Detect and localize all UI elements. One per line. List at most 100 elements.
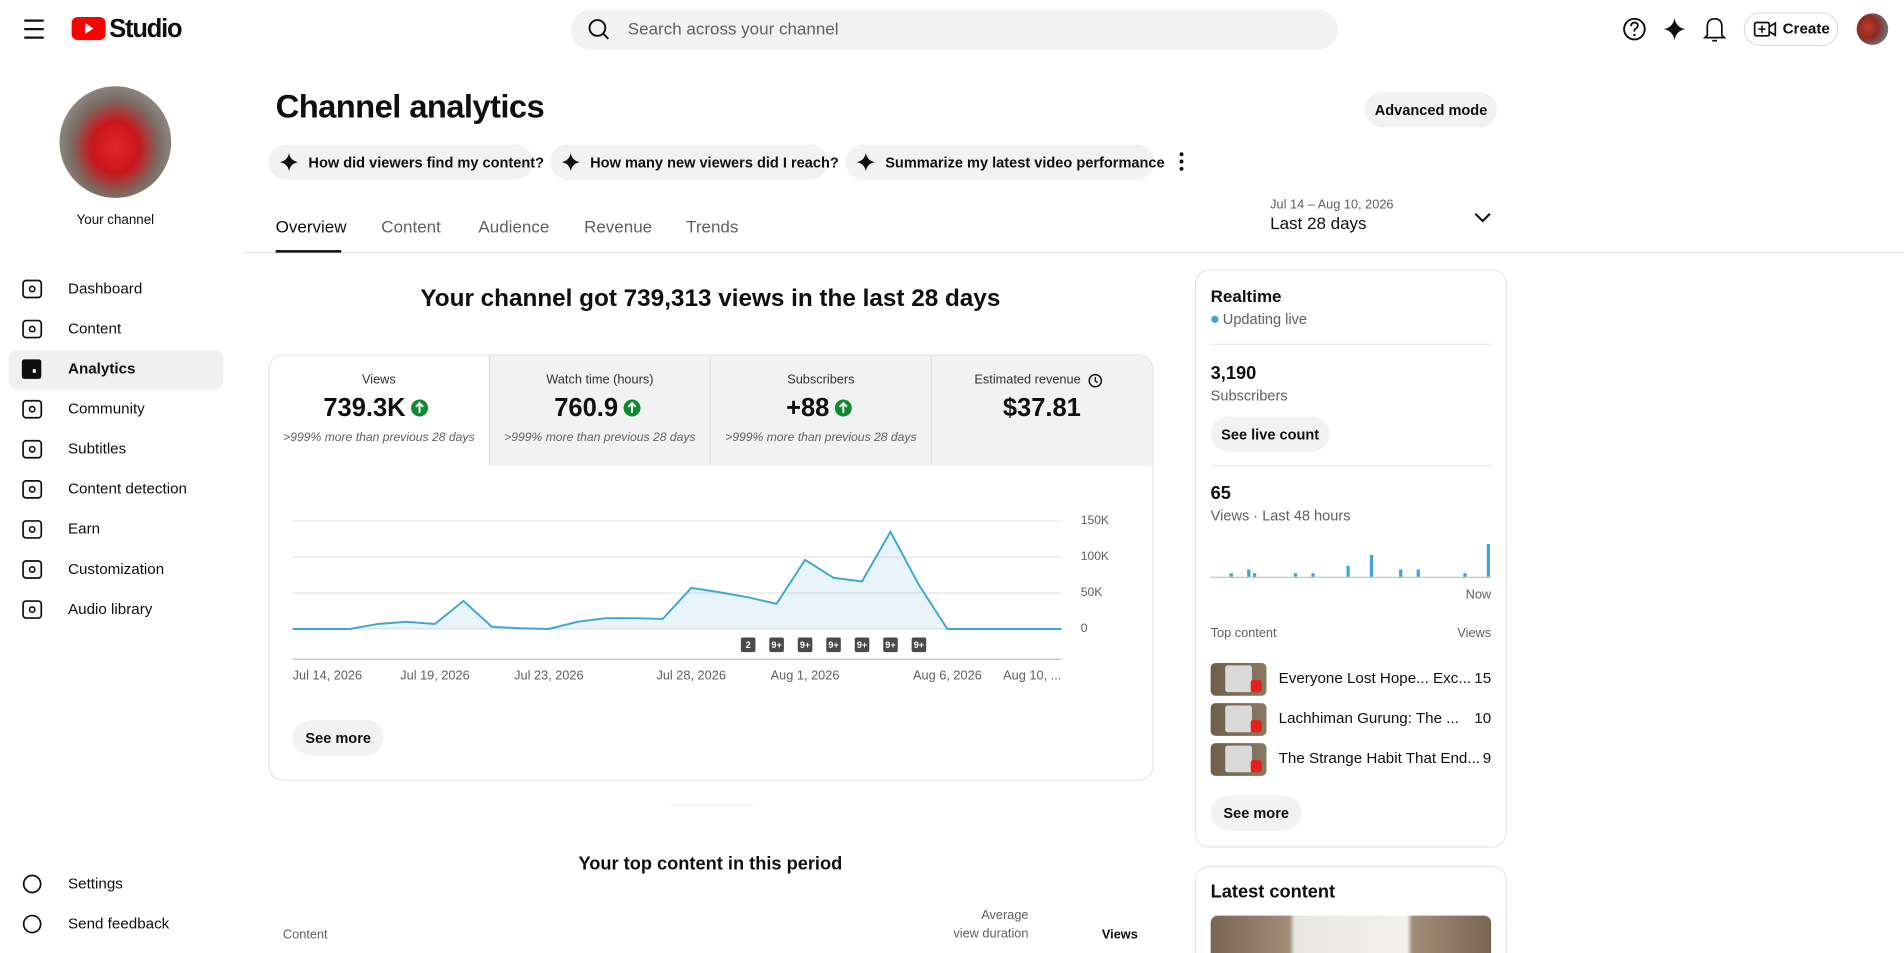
nav-item[interactable]: Content <box>68 319 122 337</box>
nav-icon <box>22 439 43 459</box>
section-title: Your top content in this period <box>578 853 843 875</box>
more-icon <box>1179 152 1184 157</box>
sparkle-icon <box>561 153 580 172</box>
tab[interactable]: Trends <box>686 216 739 237</box>
nav-item[interactable]: Dashboard <box>68 279 143 297</box>
help-icon <box>1630 21 1639 32</box>
x-tick-label: Aug 1, 2026 <box>771 668 840 683</box>
video-marker <box>854 637 870 653</box>
thumbnail-inner <box>1225 665 1252 693</box>
search-icon <box>588 19 607 37</box>
more-icon <box>1179 159 1184 164</box>
info-icon <box>1094 377 1099 384</box>
date-range[interactable]: Jul 14 – Aug 10, 2026 <box>1270 197 1394 213</box>
y-tick-label: 50K <box>1081 585 1103 599</box>
search-placeholder[interactable]: Search across your channel <box>627 18 839 39</box>
see-more-label[interactable]: See more <box>305 728 371 746</box>
video-marker-label: 2 <box>746 640 751 650</box>
button-label[interactable]: See live count <box>1221 425 1320 443</box>
column-header: Content <box>282 927 328 942</box>
bar <box>1399 569 1403 577</box>
y-tick-label: 150K <box>1081 513 1109 527</box>
x-tick-label: Jul 19, 2026 <box>400 668 469 683</box>
tab[interactable]: Revenue <box>584 216 653 237</box>
suggestion-chip[interactable] <box>268 144 534 180</box>
logo-text: Studio <box>109 15 182 43</box>
nav-icon <box>22 600 43 619</box>
tab[interactable]: Audience <box>478 216 550 237</box>
see-live-count-button[interactable] <box>1210 416 1330 452</box>
nav-icon <box>28 566 36 573</box>
thumbnail-inner <box>1225 745 1252 773</box>
advanced-mode-label[interactable]: Advanced mode <box>1374 101 1488 119</box>
suggestion-label[interactable]: How did viewers find my content? <box>308 153 545 171</box>
nav-item[interactable]: Content detection <box>68 480 188 498</box>
period[interactable]: Last 28 days <box>1270 213 1367 233</box>
nav-item[interactable]: Customization <box>68 560 165 578</box>
subscriber-count: 3,190 <box>1210 363 1257 384</box>
metric-label[interactable]: Views <box>361 372 396 387</box>
thumbnail-badge <box>1250 760 1262 773</box>
nav-icon <box>28 606 36 614</box>
channel-avatar[interactable] <box>59 86 172 198</box>
video-marker-label: 9+ <box>914 640 924 650</box>
search-bar[interactable] <box>570 9 1339 50</box>
views-label: Views · Last 48 hours <box>1210 507 1351 525</box>
views-count: 65 <box>1210 483 1231 504</box>
suggestion-label[interactable]: How many new viewers did I reach? <box>590 153 839 171</box>
nav-item[interactable]: Send feedback <box>68 914 170 932</box>
content-title[interactable]: The Strange Habit That End... <box>1278 749 1481 767</box>
metric-value[interactable]: $37.81 <box>1002 393 1081 422</box>
nav-item[interactable]: Earn <box>68 520 101 538</box>
nav-icon <box>22 914 42 934</box>
nav-item[interactable]: Audio library <box>68 600 153 618</box>
metric-value[interactable]: 739.3K <box>323 393 406 422</box>
metric-label[interactable]: Watch time (hours) <box>546 372 654 387</box>
column-header[interactable]: Views <box>1101 927 1138 942</box>
nav-item[interactable]: Community <box>68 400 145 418</box>
tab[interactable]: Content <box>381 216 441 237</box>
page-title: Channel analytics <box>275 88 545 125</box>
live-status: Updating live <box>1222 310 1308 328</box>
see-more-button[interactable] <box>292 720 384 756</box>
content-title[interactable]: Everyone Lost Hope... Exc... <box>1278 669 1472 687</box>
suggestion-chip[interactable] <box>845 144 1155 180</box>
thumbnail-badge <box>1250 720 1262 733</box>
create-button[interactable] <box>1743 12 1839 47</box>
metric-value[interactable]: 760.9 <box>554 393 619 422</box>
metric-label[interactable]: Subscribers <box>787 372 855 387</box>
advanced-mode-button[interactable] <box>1364 92 1498 128</box>
nav-item[interactable]: Settings <box>68 874 123 892</box>
nav-item[interactable]: Subtitles <box>68 440 127 458</box>
account-avatar[interactable] <box>1856 13 1889 45</box>
nav-icon <box>28 325 36 333</box>
bar <box>1311 573 1315 577</box>
metric-value[interactable]: +88 <box>786 393 830 422</box>
nav-item[interactable]: Analytics <box>68 360 136 378</box>
tab[interactable]: Overview <box>275 216 347 237</box>
content-views: 10 <box>1474 709 1492 727</box>
nav-icon <box>22 279 43 299</box>
metric-tabs-bg <box>489 354 1154 467</box>
bar <box>1346 565 1350 577</box>
nav-icon <box>22 319 43 339</box>
see-more-label[interactable]: See more <box>1223 804 1289 822</box>
x-tick-label: Aug 10, ... <box>1003 668 1061 683</box>
content-views: 15 <box>1474 669 1492 687</box>
latest-thumbnail[interactable] <box>1210 915 1492 953</box>
nav-icon <box>28 525 36 533</box>
suggestion-label[interactable]: Summarize my latest video performance <box>885 153 1165 171</box>
metric-label[interactable]: Estimated revenue <box>974 372 1081 387</box>
suggestion-chip[interactable] <box>550 144 829 180</box>
live-dot <box>1211 315 1219 324</box>
video-marker <box>740 637 756 653</box>
create-icon <box>1768 21 1777 37</box>
content-title[interactable]: Lachhiman Gurung: The ... <box>1278 709 1459 727</box>
nav-icon <box>22 399 43 419</box>
see-more-button[interactable] <box>1210 795 1302 831</box>
nav-active-bg <box>8 349 224 390</box>
create-label[interactable]: Create <box>1782 20 1830 38</box>
content-views: 9 <box>1482 749 1492 767</box>
video-marker-label: 9+ <box>857 640 867 650</box>
